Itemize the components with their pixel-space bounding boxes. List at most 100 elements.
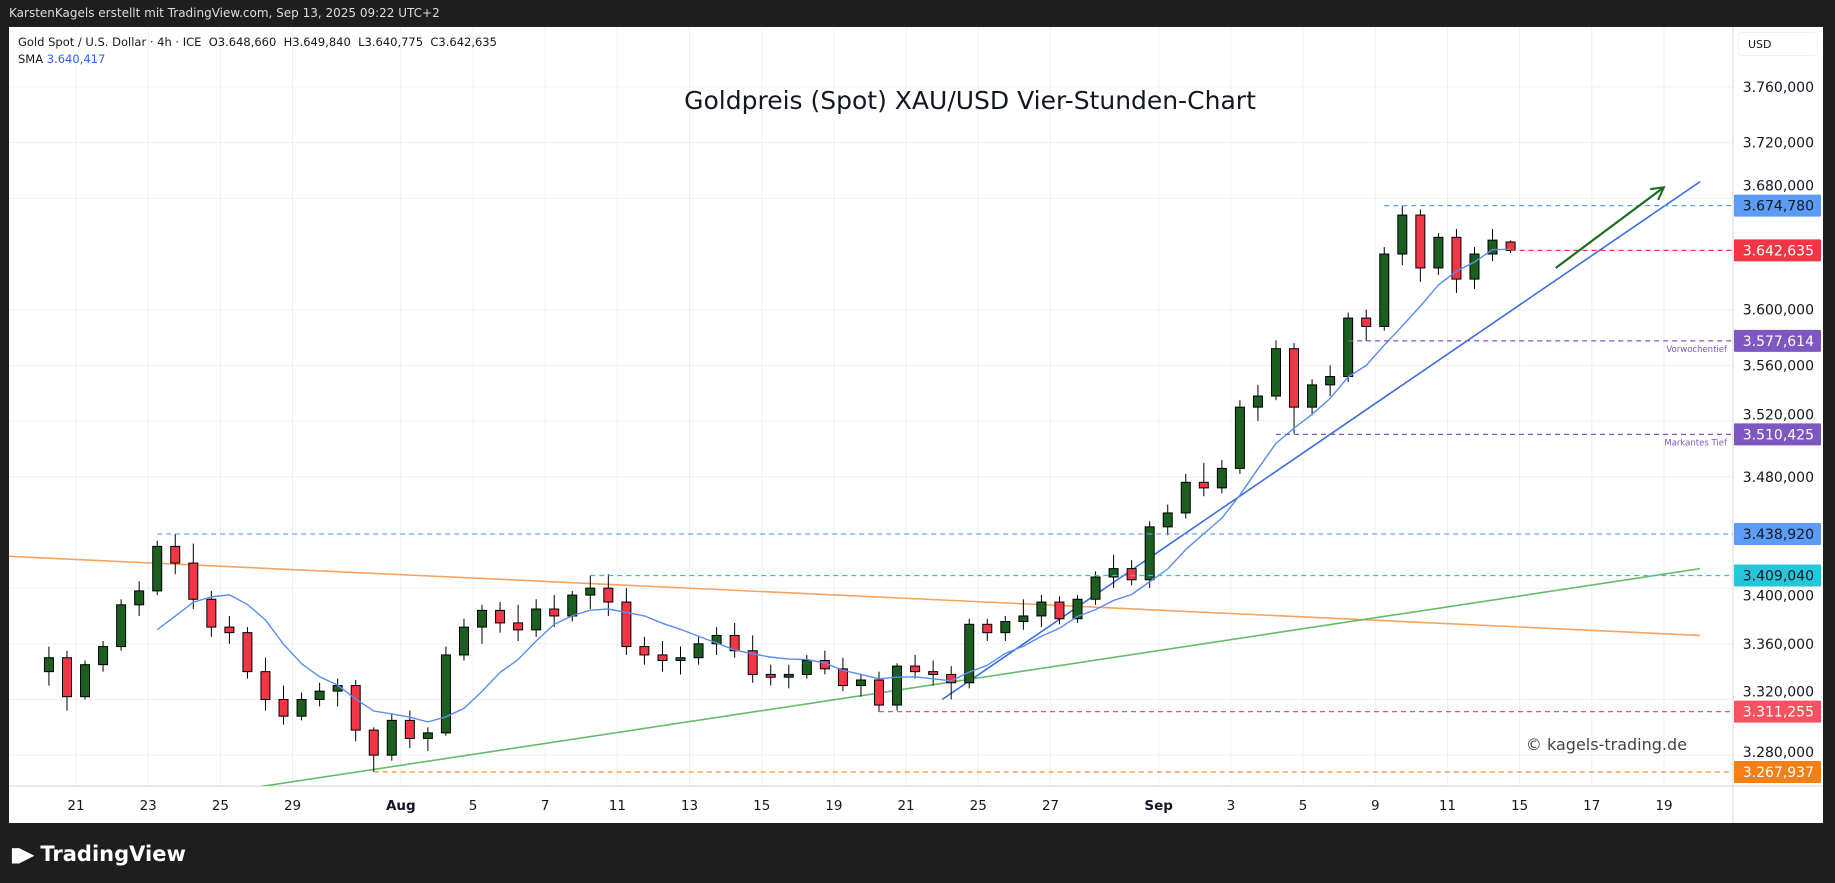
x-tick-label: 27 [1042, 798, 1059, 814]
candle-up [1343, 317, 1354, 378]
y-tick-label: 3.560,000 [1743, 358, 1814, 374]
symbol-name: Gold Spot / U.S. Dollar · 4h · ICE [18, 35, 202, 49]
candle-down [837, 668, 848, 687]
candle-down [206, 598, 217, 628]
x-tick-label: 15 [1511, 798, 1528, 814]
sma-legend[interactable]: SMA 3.640,417 [18, 52, 105, 66]
candle-up [1216, 467, 1227, 489]
chart-title: Goldpreis (Spot) XAU/USD Vier-Stunden-Ch… [684, 86, 1256, 115]
candle-up [1072, 598, 1083, 620]
candle-down [404, 719, 415, 739]
y-tick-label: 3.520,000 [1743, 407, 1814, 423]
candle-down [1054, 601, 1065, 620]
ohlc-open: O3.648,660 [208, 35, 277, 49]
candle-down [170, 545, 181, 564]
candle-down [1126, 568, 1137, 581]
candle-down [1451, 236, 1462, 280]
trendline-resistance [9, 555, 1701, 637]
candle-up [801, 660, 812, 675]
y-tick-label: 3.680,000 [1743, 179, 1814, 195]
price-tag-label: 3.409,040 [1743, 569, 1814, 585]
candle-up [711, 634, 722, 645]
candle-up [1162, 512, 1173, 528]
watermark: © kagels-trading.de [1525, 735, 1687, 754]
candle-down [1361, 317, 1372, 327]
price-tag [1734, 194, 1821, 217]
candle-up [386, 719, 397, 756]
trendline-support-long [258, 567, 1701, 786]
x-tick-label: 23 [140, 798, 157, 814]
sma-value: 3.640,417 [46, 52, 106, 66]
candle-up [693, 643, 704, 659]
candle-down [729, 634, 740, 652]
price-tag-label: 3.438,920 [1743, 527, 1814, 543]
candle-up [1234, 406, 1245, 469]
ohlc-close: C3.642,635 [430, 35, 497, 49]
candle-up [855, 679, 866, 687]
ohlc-high: H3.649,840 [283, 35, 351, 49]
candle-down [1415, 214, 1426, 269]
x-tick-label: 5 [469, 798, 478, 814]
candle-up [80, 664, 91, 698]
candle-up [134, 590, 145, 606]
candle-down [368, 729, 379, 756]
y-tick-label: 3.480,000 [1743, 470, 1814, 486]
credit-text: KarstenKagels erstellt mit TradingView.c… [9, 6, 440, 20]
candle-up [567, 594, 578, 617]
y-tick-label: 3.760,000 [1743, 80, 1814, 96]
price-tag [1734, 760, 1821, 783]
candle-down [278, 698, 289, 717]
top-bar: KarstenKagels erstellt mit TradingView.c… [0, 0, 1835, 27]
trendline-support-short [941, 180, 1701, 701]
price-tag-label: 3.674,780 [1743, 199, 1814, 215]
candle-up [458, 626, 469, 656]
x-tick-label: 9 [1371, 798, 1380, 814]
price-tag-label: 3.510,425 [1743, 427, 1814, 443]
x-tick-label: 5 [1299, 798, 1308, 814]
candle-up [314, 690, 325, 700]
candle-up [1487, 239, 1498, 255]
x-tick-label: 7 [541, 798, 550, 814]
level-note: Vorwochentief [1666, 345, 1728, 355]
candle-up [422, 732, 433, 739]
price-tag [1734, 329, 1821, 352]
x-tick-label: 19 [1655, 798, 1672, 814]
candle-up [1108, 568, 1119, 578]
arrow-line [1555, 186, 1665, 269]
candle-down [765, 673, 776, 678]
level-note: Markantes Tief [1664, 438, 1728, 448]
x-tick-label: 11 [1439, 798, 1456, 814]
candle-up [1090, 576, 1101, 600]
chart-panel[interactable] [9, 27, 1823, 823]
y-tick-label: 3.600,000 [1743, 303, 1814, 319]
x-tick-label: 3 [1227, 798, 1236, 814]
x-tick-label: 21 [897, 798, 914, 814]
candle-down [747, 650, 758, 675]
candle-down [982, 623, 993, 634]
currency-button[interactable]: USD [1738, 32, 1818, 56]
price-tag [1734, 239, 1821, 262]
candle-up [1036, 601, 1047, 617]
x-tick-label: 19 [825, 798, 842, 814]
tradingview-logo[interactable]: ▮▶ TradingView [10, 842, 186, 866]
y-tick-label: 3.360,000 [1743, 637, 1814, 653]
candle-down [1289, 348, 1300, 408]
candle-up [1325, 376, 1336, 386]
candle-up [1000, 621, 1011, 634]
candle-up [1307, 384, 1318, 408]
y-tick-label: 3.280,000 [1743, 745, 1814, 761]
candle-down [1198, 481, 1209, 489]
candle-up [477, 609, 488, 628]
candle-up [1144, 526, 1155, 581]
candle-up [1180, 481, 1191, 514]
candle-up [531, 608, 542, 631]
x-tick-label: 21 [67, 798, 84, 814]
candle-down [513, 622, 524, 631]
y-tick-label: 3.720,000 [1743, 136, 1814, 152]
candle-down [61, 657, 72, 698]
candle-up [964, 623, 975, 684]
plot-area [9, 180, 1733, 786]
ohlc-low: L3.640,775 [358, 35, 424, 49]
candle-up [1270, 348, 1281, 397]
